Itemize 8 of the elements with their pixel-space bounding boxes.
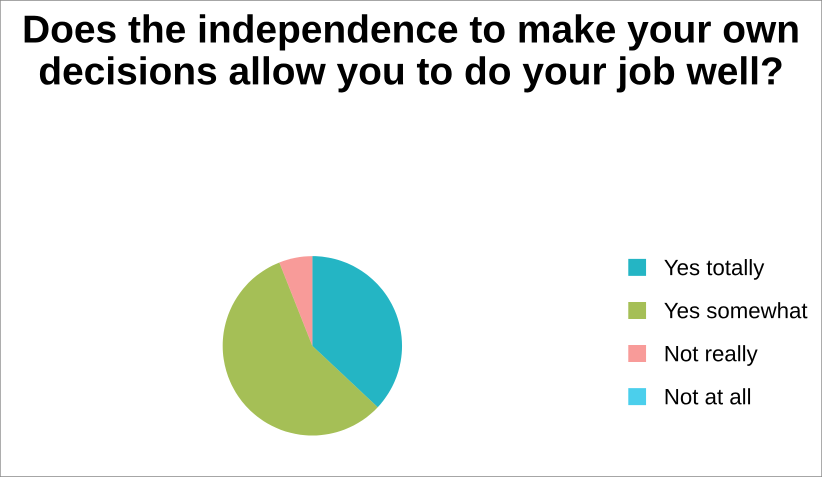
pie-slice bbox=[279, 256, 312, 346]
chart-title: Does the independence to make your own decisions allow you to do your job well? bbox=[24, 14, 798, 92]
legend-label: Not really bbox=[666, 345, 758, 366]
legend-label: Not at all bbox=[666, 388, 750, 405]
pie-slice bbox=[312, 256, 402, 408]
legend-label: Yes somewhat bbox=[664, 302, 808, 318]
pie-slice bbox=[222, 262, 378, 436]
legend-label: Yes totally bbox=[664, 259, 764, 280]
